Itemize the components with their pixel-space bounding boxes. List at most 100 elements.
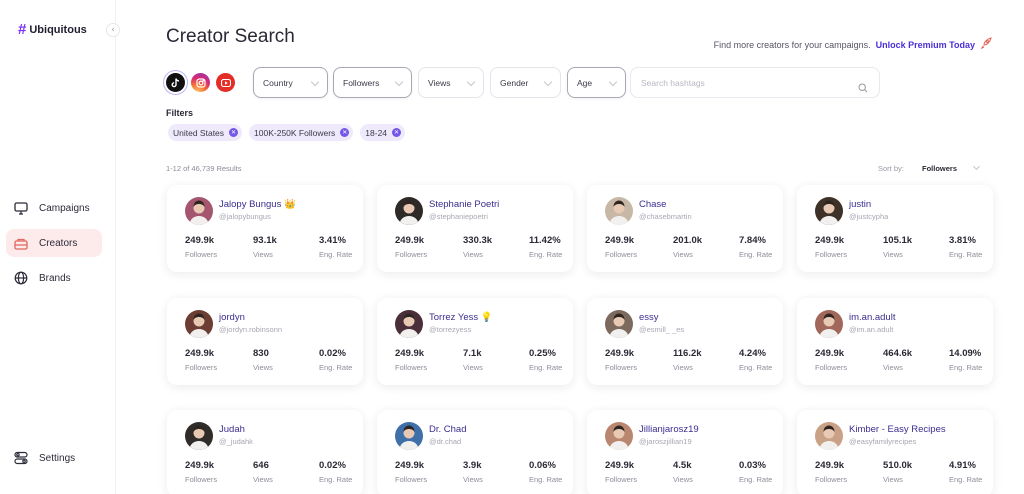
followers-value: 249.9k	[815, 235, 845, 246]
tiktok-icon[interactable]	[166, 73, 185, 92]
followers-stat: 249.9k Followers	[815, 348, 847, 372]
views-value: 3.9k	[463, 460, 482, 471]
views-stat: 116.2k Views	[673, 348, 702, 372]
app-logo[interactable]: # Ubiquitous	[18, 21, 87, 38]
remove-chip-icon[interactable]: ✕	[229, 128, 239, 137]
sidebar-item-campaigns[interactable]: Campaigns	[6, 194, 102, 222]
avatar	[395, 197, 423, 225]
followers-value: 249.9k	[185, 235, 215, 246]
creator-name[interactable]: Stephanie Poetri	[429, 199, 500, 210]
monitor-icon	[13, 200, 29, 216]
creator-handle: @jordyn.robinsonn	[219, 325, 283, 334]
sidebar-item-label: Settings	[39, 452, 76, 464]
views-value: 830	[253, 348, 269, 359]
hashtag-search[interactable]	[630, 67, 880, 98]
settings-toggle-icon	[13, 450, 29, 466]
page-title: Creator Search	[166, 26, 295, 47]
chevron-down-icon	[310, 77, 320, 87]
followers-label: Followers	[815, 475, 848, 484]
sidebar-item-label: Creators	[39, 237, 78, 249]
platform-selector	[166, 73, 235, 92]
views-label: Views	[883, 475, 903, 484]
creator-card[interactable]: Torrez Yess 💡 @torrezyess 249.9k Followers 7…	[377, 298, 573, 385]
dropdown-label: Gender	[500, 77, 529, 88]
creator-name[interactable]: justin	[849, 199, 872, 210]
views-stat: 330.3k Views	[463, 235, 492, 259]
eng-rate-value: 0.02%	[319, 348, 346, 359]
creator-card[interactable]: im.an.adult @im.an.adult 249.9k Followers 46…	[797, 298, 993, 385]
views-stat: 105.1k Views	[883, 235, 912, 259]
eng-rate-stat: 4.24% Eng. Rate	[739, 348, 772, 372]
eng-rate-stat: 3.41% Eng. Rate	[319, 235, 352, 259]
eng-rate-label: Eng. Rate	[949, 363, 983, 372]
search-icon[interactable]	[858, 78, 868, 97]
eng-rate-value: 4.91%	[949, 460, 976, 471]
creator-name[interactable]: Jalopy Bungus 👑	[219, 199, 296, 210]
followers-stat: 249.9k Followers	[185, 348, 217, 372]
creator-name[interactable]: Dr. Chad	[429, 424, 467, 435]
creator-name[interactable]: Kimber - Easy Recipes	[849, 424, 946, 435]
creator-name[interactable]: essy	[639, 312, 659, 323]
followers-dropdown[interactable]: Followers	[333, 67, 412, 98]
creator-handle: @im.an.adult	[849, 325, 894, 334]
followers-value: 249.9k	[605, 460, 635, 471]
followers-label: Followers	[395, 250, 428, 259]
sidebar-item-creators[interactable]: Creators	[6, 229, 102, 257]
eng-rate-stat: 14.09% Eng. Rate	[949, 348, 982, 372]
followers-value: 249.9k	[815, 348, 845, 359]
creator-name[interactable]: Torrez Yess 💡	[429, 312, 493, 323]
dropdown-label: Views	[428, 77, 451, 88]
chip-label: United States	[173, 127, 225, 138]
creator-card[interactable]: Kimber - Easy Recipes @easyfamilyrecipes 2…	[797, 410, 993, 494]
creator-name[interactable]: Jillianjarosz19	[639, 424, 699, 435]
gender-dropdown[interactable]: Gender	[490, 67, 561, 98]
creator-card[interactable]: jordyn @jordyn.robinsonn 249.9k Followers 83…	[167, 298, 363, 385]
creator-name[interactable]: im.an.adult	[849, 312, 896, 323]
premium-promo: Find more creators for your campaigns. U…	[714, 37, 992, 52]
views-dropdown[interactable]: Views	[418, 67, 484, 98]
youtube-icon[interactable]	[216, 73, 235, 92]
instagram-icon[interactable]	[191, 73, 210, 92]
sort-dropdown[interactable]: Followers	[922, 164, 958, 173]
avatar	[605, 197, 633, 225]
country-dropdown[interactable]: Country	[253, 67, 328, 98]
creator-card[interactable]: Stephanie Poetri @stephaniepoetri 249.9k Fo…	[377, 185, 573, 272]
views-value: 201.0k	[673, 235, 703, 246]
views-stat: 646 Views	[253, 460, 273, 484]
avatar	[605, 422, 633, 450]
followers-stat: 249.9k Followers	[395, 348, 427, 372]
eng-rate-value: 4.24%	[739, 348, 766, 359]
age-dropdown[interactable]: Age	[567, 67, 626, 98]
creator-card[interactable]: Dr. Chad @dr.chad 249.9k Followers 3.9k Views…	[377, 410, 573, 494]
creator-card[interactable]: Jalopy Bungus 👑 @jalopybungus 249.9k Follow…	[167, 185, 363, 272]
creator-name[interactable]: Chase	[639, 199, 667, 210]
creator-card[interactable]: Judah @_judahk 249.9k Followers 646 Views 0.02…	[167, 410, 363, 494]
sidebar-item-brands[interactable]: Brands	[6, 264, 102, 292]
avatar	[395, 422, 423, 450]
chevron-down-icon[interactable]	[972, 162, 981, 171]
creator-card[interactable]: essy @esmill_ _es 249.9k Followers 116.2k Vie…	[587, 298, 783, 385]
avatar	[605, 310, 633, 338]
unlock-premium-link[interactable]: Unlock Premium Today	[875, 39, 975, 50]
views-value: 116.2k	[673, 348, 702, 359]
hashtag-search-input[interactable]	[641, 77, 841, 88]
views-label: Views	[253, 475, 273, 484]
eng-rate-stat: 7.84% Eng. Rate	[739, 235, 772, 259]
creator-name[interactable]: jordyn	[219, 312, 245, 323]
followers-value: 249.9k	[185, 348, 215, 359]
hash-logo-icon: #	[18, 21, 27, 38]
views-value: 4.5k	[673, 460, 692, 471]
collapse-sidebar-icon[interactable]: ‹	[106, 23, 120, 37]
creator-card[interactable]: Chase @chasebmartin 249.9k Followers 201.0k V…	[587, 185, 783, 272]
remove-chip-icon[interactable]: ✕	[340, 128, 350, 137]
creator-card[interactable]: Jillianjarosz19 @jaroszjillian19 249.9k Fol…	[587, 410, 783, 494]
filter-chip: 100K-250K Followers ✕	[249, 124, 354, 141]
avatar	[815, 310, 843, 338]
remove-chip-icon[interactable]: ✕	[392, 128, 402, 137]
creator-card[interactable]: justin @justcypha 249.9k Followers 105.1k Vie…	[797, 185, 993, 272]
eng-rate-value: 11.42%	[529, 235, 561, 246]
eng-rate-label: Eng. Rate	[949, 250, 983, 259]
creator-name[interactable]: Judah	[219, 424, 245, 435]
sidebar-item-settings[interactable]: Settings	[6, 444, 102, 472]
followers-stat: 249.9k Followers	[395, 235, 427, 259]
